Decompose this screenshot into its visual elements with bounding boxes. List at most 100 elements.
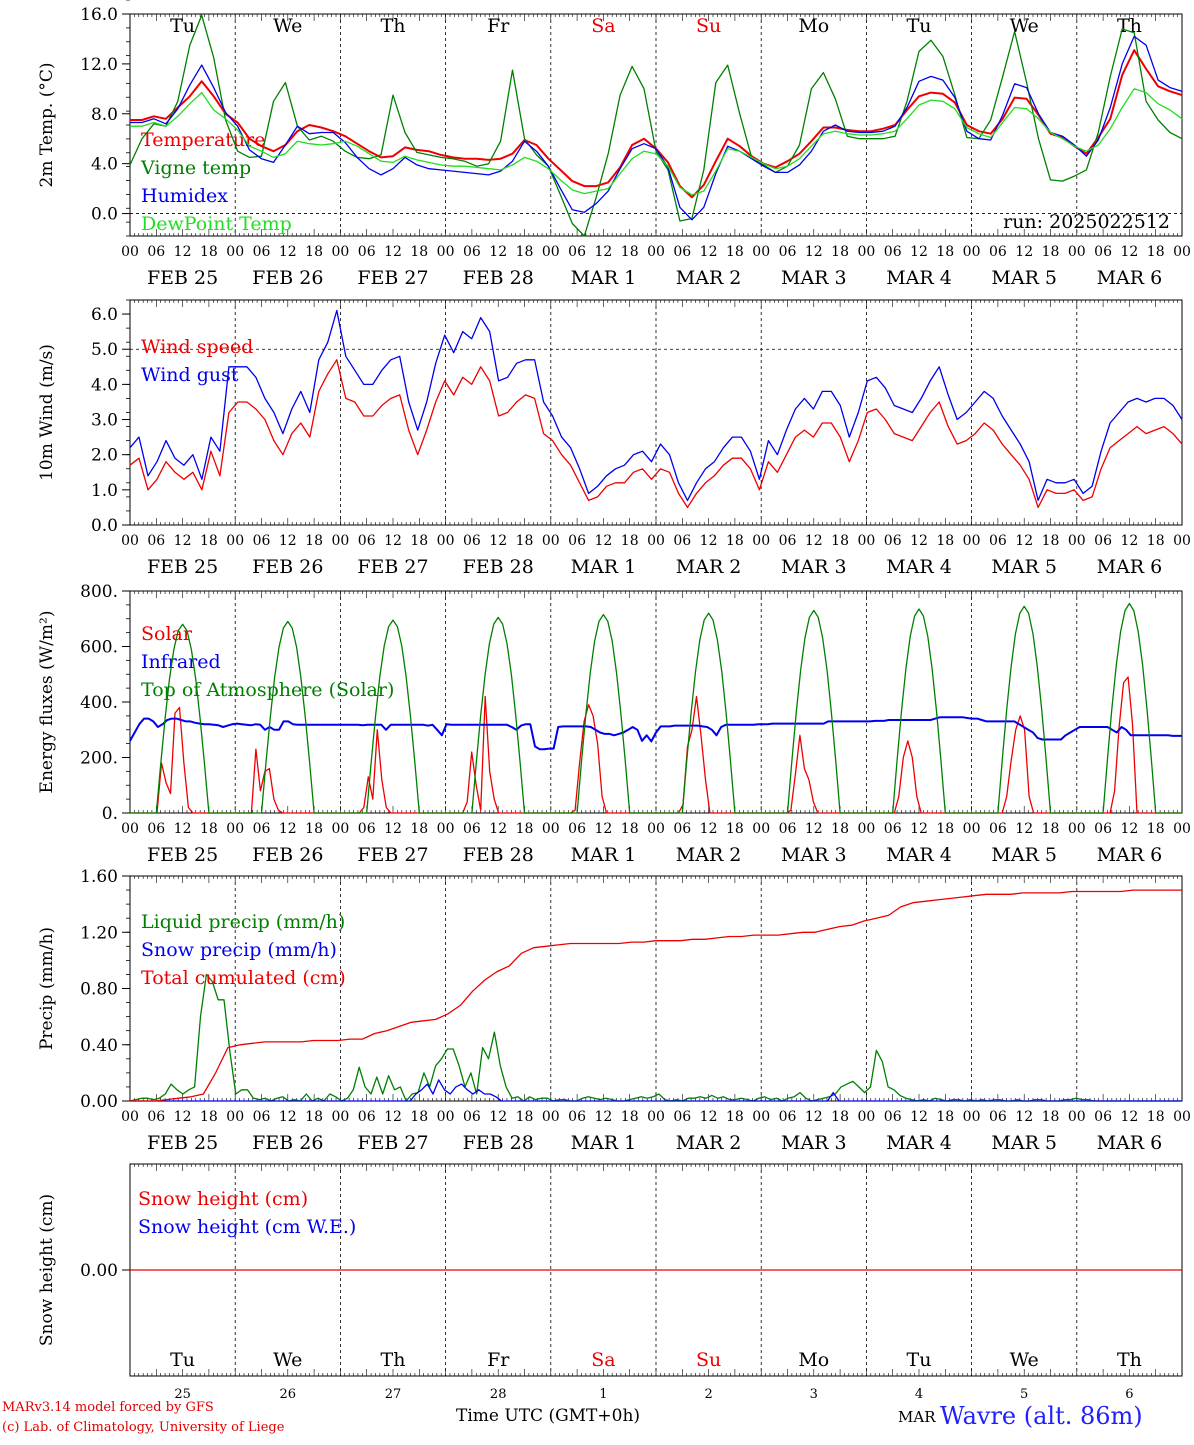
model-credit: MARv3.14 model forced by GFS [2, 1400, 214, 1415]
date-label: FEB 25 [147, 556, 218, 578]
hour-tick-label: 12 [910, 821, 928, 837]
date-label: FEB 27 [357, 844, 428, 866]
hour-tick-label: 06 [673, 533, 691, 549]
legend-entry: Snow precip (mm/h) [141, 939, 337, 961]
y-tick-label: 4.0 [91, 375, 118, 395]
date-label: MAR 5 [991, 844, 1057, 866]
date-label: FEB 26 [252, 1132, 323, 1154]
hour-tick-label: 18 [200, 244, 218, 260]
hour-tick-label: 12 [1015, 1109, 1033, 1125]
hour-tick-label: 00 [752, 533, 770, 549]
date-label: FEB 26 [252, 556, 323, 578]
hour-tick-label: 00 [647, 821, 665, 837]
hour-tick-label: 00 [1173, 533, 1191, 549]
hour-tick-label: 06 [358, 821, 376, 837]
hour-tick-label: 18 [726, 533, 744, 549]
y-tick-label: 0.00 [80, 1261, 118, 1281]
weekday-label: Th [1117, 15, 1142, 37]
hour-tick-label: 00 [963, 821, 981, 837]
hour-tick-label: 12 [384, 533, 402, 549]
hour-tick-label: 00 [437, 1109, 455, 1125]
date-label: MAR 4 [886, 844, 952, 866]
weekday-label: Tu [907, 15, 932, 37]
weekday-label: Th [381, 15, 406, 37]
legend-entry: Liquid precip (mm/h) [141, 911, 345, 933]
y-tick-label: 600. [80, 638, 118, 658]
y-tick-label: 0.00 [80, 1092, 118, 1112]
day-number-label: 2 [704, 1387, 712, 1402]
panel-3: 800. 600. 400. 200. 0. Energy fluxes (W/m²) 00… [37, 582, 1191, 866]
hour-tick-label: 06 [673, 244, 691, 260]
hour-tick-label: 00 [226, 1109, 244, 1125]
hour-tick-label: 18 [516, 821, 534, 837]
hour-tick-label: 12 [805, 533, 823, 549]
legend-entry: Snow height (cm W.E.) [138, 1216, 356, 1238]
hour-tick-label: 00 [752, 821, 770, 837]
hour-tick-label: 06 [358, 244, 376, 260]
hour-tick-label: 18 [936, 533, 954, 549]
legend-entry: Wind gust [141, 364, 239, 386]
hour-tick-label: 12 [594, 1109, 612, 1125]
hour-tick-label: 00 [963, 244, 981, 260]
hour-tick-label: 06 [673, 821, 691, 837]
hour-tick-label: 00 [857, 821, 875, 837]
weekday-label: Mo [798, 15, 829, 37]
hour-tick-label: 06 [884, 1109, 902, 1125]
hour-tick-label: 12 [1120, 244, 1138, 260]
date-label: MAR 3 [781, 1132, 847, 1154]
hour-tick-label: 18 [621, 533, 639, 549]
y-tick-label: 1.20 [80, 923, 118, 943]
date-label: FEB 27 [357, 1132, 428, 1154]
hour-tick-label: 06 [463, 1109, 481, 1125]
series-line-snow-precip-mm-h- [130, 1079, 1182, 1102]
hour-tick-label: 06 [568, 244, 586, 260]
hour-tick-label: 00 [647, 1109, 665, 1125]
hour-tick-label: 06 [779, 244, 797, 260]
hour-tick-label: 00 [1068, 533, 1086, 549]
day-number-label: 25 [174, 1387, 191, 1402]
hour-tick-label: 00 [331, 533, 349, 549]
legend-entry: Wind speed [141, 336, 253, 358]
hour-tick-label: 00 [542, 244, 560, 260]
y-axis-label: Snow height (cm) [37, 1194, 57, 1346]
hour-tick-label: 00 [542, 533, 560, 549]
hour-tick-label: 06 [779, 1109, 797, 1125]
date-label: FEB 25 [147, 267, 218, 289]
hour-tick-label: 06 [989, 1109, 1007, 1125]
hour-tick-label: 12 [1120, 533, 1138, 549]
series-line-wind-gust [129, 309, 1183, 502]
hour-tick-label: 18 [1042, 533, 1060, 549]
day-number-label: 26 [280, 1387, 297, 1402]
hour-tick-label: 12 [594, 244, 612, 260]
day-number-label: 5 [1020, 1387, 1028, 1402]
hour-tick-label: 00 [1068, 244, 1086, 260]
date-label: FEB 26 [252, 267, 323, 289]
hour-tick-label: 12 [805, 1109, 823, 1125]
weekday-label: Sa [591, 15, 615, 37]
hour-tick-label: 00 [1173, 821, 1191, 837]
date-label: MAR 1 [571, 844, 637, 866]
weekday-label: Sa [591, 1349, 615, 1371]
hour-tick-label: 12 [174, 244, 192, 260]
legend-entry: Infrared [141, 651, 221, 673]
hour-tick-label: 00 [963, 1109, 981, 1125]
hour-tick-label: 18 [936, 244, 954, 260]
y-tick-label: 200. [80, 749, 118, 769]
series-line-top-of-atmosphere-solar- [130, 602, 1182, 814]
date-label: MAR 3 [781, 267, 847, 289]
hour-tick-label: 12 [805, 244, 823, 260]
legend-entry: Top of Atmosphere (Solar) [141, 679, 394, 701]
hour-tick-label: 00 [963, 533, 981, 549]
hour-tick-label: 18 [1042, 244, 1060, 260]
hour-tick-label: 18 [831, 533, 849, 549]
hour-tick-label: 00 [752, 244, 770, 260]
hour-tick-label: 00 [1173, 244, 1191, 260]
y-tick-label: 1.60 [80, 867, 118, 887]
y-tick-label: 0.40 [80, 1036, 118, 1056]
y-tick-label: 0. [102, 804, 118, 824]
weekday-label: Fr [487, 15, 510, 37]
hour-tick-label: 12 [910, 533, 928, 549]
hour-tick-label: 06 [884, 821, 902, 837]
